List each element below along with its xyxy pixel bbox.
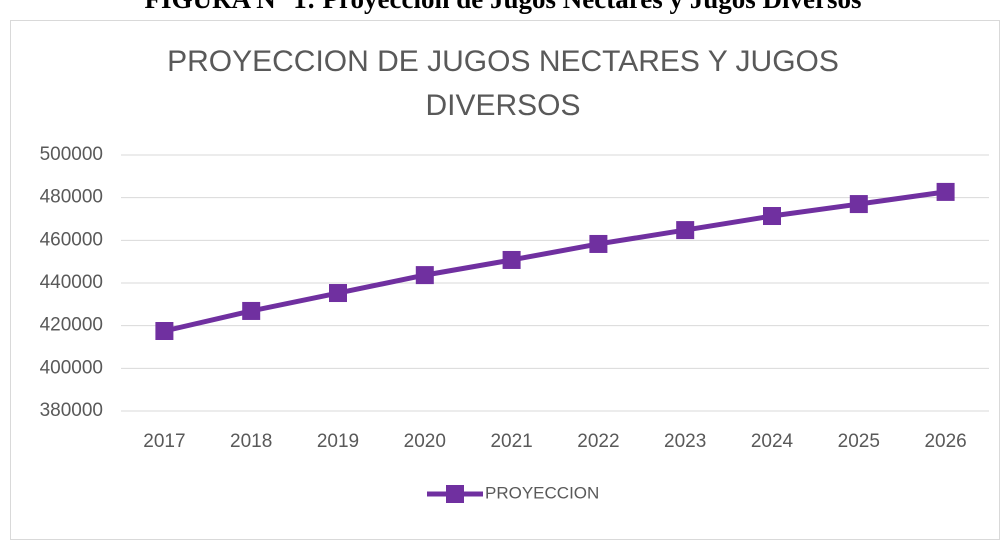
x-tick-label: 2023 <box>664 431 706 452</box>
point-marker <box>242 301 261 320</box>
series-line <box>163 189 946 334</box>
x-tick-label: 2021 <box>490 431 532 452</box>
y-tick-label: 440000 <box>40 272 103 293</box>
point-marker <box>589 234 608 253</box>
x-tick-label: 2019 <box>317 431 359 452</box>
figure-caption: FIGURA N° 1: Proyección de Jugos Nectare… <box>0 0 1006 15</box>
y-tick-label: 420000 <box>40 315 103 336</box>
point-marker <box>936 182 955 201</box>
x-tick-label: 2022 <box>577 431 619 452</box>
x-tick-label: 2024 <box>751 431 794 452</box>
y-tick-label: 460000 <box>40 229 103 250</box>
x-tick-label: 2018 <box>230 431 272 452</box>
x-tick-label: 2025 <box>838 431 880 452</box>
x-tick-label: 2017 <box>143 431 185 452</box>
point-marker <box>763 207 781 226</box>
x-tick-label: 2020 <box>404 431 446 452</box>
point-marker <box>676 221 695 240</box>
chart: 380000 400000 420000 440000 460000 480000 5000… <box>40 144 989 503</box>
point-marker <box>155 322 174 340</box>
point-marker <box>415 266 434 285</box>
legend-marker <box>446 485 464 503</box>
chart-title: PROYECCION DE JUGOS NECTARES Y JUGOS DIV… <box>167 45 839 122</box>
point-marker <box>329 284 347 303</box>
y-tick-label: 400000 <box>40 357 103 378</box>
point-marker <box>502 250 521 269</box>
x-tick-label: 2026 <box>924 431 966 452</box>
point-marker <box>849 195 868 214</box>
y-tick-label: 380000 <box>40 400 103 421</box>
chart-frame <box>10 20 1000 540</box>
legend-label: PROYECCION <box>485 483 599 502</box>
y-tick-label: 480000 <box>40 187 103 208</box>
y-tick-label: 500000 <box>40 144 103 165</box>
